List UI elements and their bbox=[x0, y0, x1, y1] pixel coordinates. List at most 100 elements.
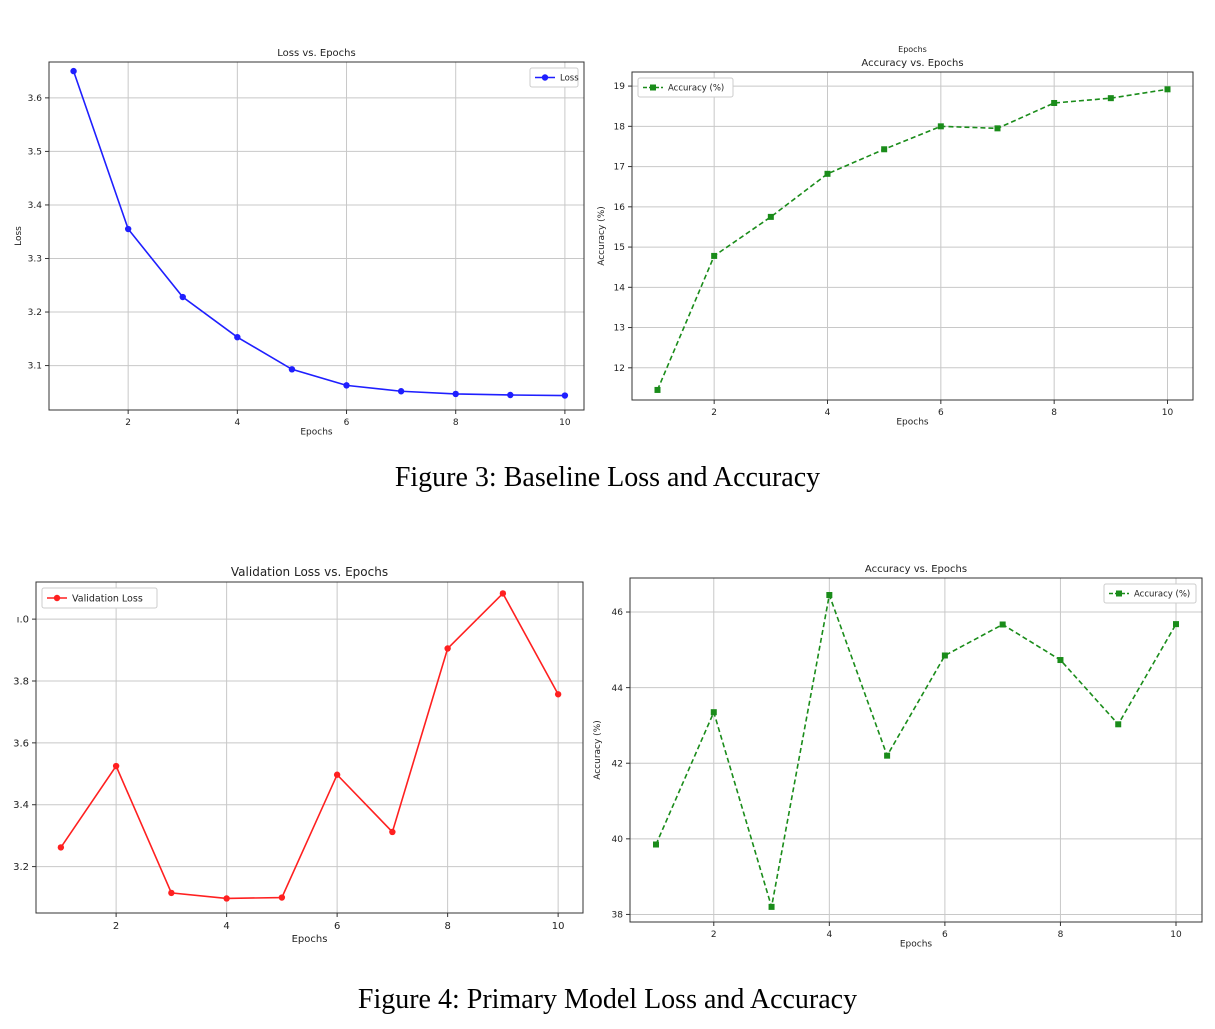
chart-title: Accuracy vs. Epochs bbox=[865, 564, 967, 575]
y-tick-label: 14 bbox=[614, 283, 626, 293]
x-tick-label: 2 bbox=[125, 418, 131, 428]
chart-title: Accuracy vs. Epochs bbox=[861, 58, 963, 69]
top-axis-label: Epochs bbox=[898, 45, 927, 54]
x-tick-label: 10 bbox=[552, 921, 565, 932]
legend-swatch-marker bbox=[541, 74, 549, 81]
series-line bbox=[656, 88, 1168, 391]
y-tick-label: 42 bbox=[612, 759, 623, 769]
figure-3-caption: Figure 3: Baseline Loss and Accuracy bbox=[394, 462, 821, 493]
data-point bbox=[389, 828, 396, 836]
y-tick-label: 40 bbox=[612, 835, 624, 845]
x-tick-label: 6 bbox=[344, 418, 350, 428]
x-axis-label: Epochs bbox=[300, 428, 333, 438]
grid bbox=[49, 62, 584, 410]
baseline-accuracy-chart: 2 4 6 8 10 12 13 14 15 16 17 18 19 Accuracy vs. Epoch… bbox=[590, 36, 1215, 436]
data-point bbox=[397, 388, 405, 395]
y-tick-label: 17 bbox=[614, 163, 625, 173]
data-point bbox=[994, 125, 1001, 132]
primary-accuracy-chart: 2 4 6 8 10 38 40 42 44 46 Accuracy vs. Epochs Epoch… bbox=[590, 556, 1215, 956]
grid bbox=[632, 72, 1193, 400]
data-point bbox=[561, 392, 569, 399]
validation-loss-chart: 2 4 6 8 10 3.2 3.4 3.6 3.8 ı.0 Validation Loss vs.… bbox=[0, 558, 600, 950]
x-tick-label: 4 bbox=[826, 930, 832, 940]
x-tick-label: 4 bbox=[223, 921, 229, 932]
data-point bbox=[343, 382, 350, 389]
y-tick-label: 12 bbox=[614, 364, 625, 374]
series-line bbox=[60, 592, 559, 900]
data-point bbox=[554, 691, 562, 698]
legend-label: Loss bbox=[560, 74, 579, 84]
y-axis-label: Accuracy (%) bbox=[593, 720, 603, 780]
legend: Validation Loss bbox=[41, 587, 158, 609]
data-point bbox=[1107, 95, 1114, 102]
data-point bbox=[168, 889, 175, 897]
data-point bbox=[70, 67, 77, 75]
x-tick-label: 6 bbox=[334, 921, 340, 932]
plot-frame bbox=[35, 581, 584, 914]
baseline-loss-chart: 2 4 6 8 10 3.1 3.2 3.3 3.4 3.5 3.6 Loss vs. Epochs E… bbox=[0, 40, 600, 440]
series-line bbox=[655, 591, 1177, 908]
figure-4-caption: Figure 4: Primary Model Loss and Accurac… bbox=[357, 984, 858, 1015]
data-point bbox=[507, 391, 514, 399]
legend: Loss bbox=[529, 67, 579, 88]
y-tick-label: 13 bbox=[614, 324, 625, 334]
y-tick-label: 44 bbox=[612, 684, 624, 694]
plot-frame bbox=[631, 71, 1194, 401]
data-point bbox=[711, 252, 718, 259]
y-tick-label: 16 bbox=[614, 203, 626, 213]
data-point bbox=[999, 621, 1006, 628]
data-point bbox=[653, 841, 659, 848]
x-tick-label: 8 bbox=[1051, 408, 1057, 418]
data-point bbox=[1115, 721, 1122, 728]
data-point bbox=[499, 590, 507, 597]
plot-frame bbox=[48, 61, 585, 411]
data-point bbox=[654, 386, 661, 393]
data-point bbox=[824, 170, 831, 177]
y-tick-label: 3.4 bbox=[13, 800, 29, 811]
legend-swatch-marker bbox=[53, 594, 61, 602]
y-tick-label: 15 bbox=[614, 243, 625, 253]
data-point bbox=[826, 592, 833, 599]
legend-label: Accuracy (%) bbox=[1134, 590, 1190, 600]
data-point bbox=[444, 645, 451, 652]
x-tick-label: 8 bbox=[1058, 930, 1064, 940]
legend: Accuracy (%) bbox=[1103, 583, 1197, 604]
grid bbox=[36, 582, 583, 913]
x-tick-label: 2 bbox=[711, 930, 717, 940]
y-axis-label: Accuracy (%) bbox=[597, 206, 607, 266]
data-point bbox=[937, 123, 944, 130]
data-point bbox=[881, 146, 888, 153]
y-axis-label: Loss bbox=[14, 226, 24, 246]
x-tick-label: 6 bbox=[942, 930, 948, 940]
data-point bbox=[452, 390, 459, 398]
data-point bbox=[768, 903, 775, 910]
legend: Accuracy (%) bbox=[637, 77, 734, 98]
baseline-accuracy-chart-svg: 2 4 6 8 10 12 13 14 15 16 17 18 19 Accuracy vs. Epoch… bbox=[597, 45, 1194, 428]
y-tick-label: 3.2 bbox=[28, 308, 42, 318]
data-point bbox=[112, 762, 120, 770]
x-tick-label: 8 bbox=[453, 418, 459, 428]
y-tick-label: 19 bbox=[614, 82, 626, 92]
data-point bbox=[288, 366, 296, 373]
validation-loss-chart-svg: 2 4 6 8 10 3.2 3.4 3.6 3.8 ı.0 Validation Loss vs.… bbox=[13, 565, 584, 945]
data-point bbox=[1164, 86, 1171, 93]
data-point bbox=[223, 895, 230, 902]
data-point bbox=[1057, 657, 1064, 664]
y-tick-label: 3.4 bbox=[28, 201, 43, 211]
data-point bbox=[941, 652, 948, 659]
legend-swatch-marker bbox=[1116, 590, 1122, 597]
y-tick-label: 3.8 bbox=[13, 676, 29, 687]
legend-label: Accuracy (%) bbox=[668, 84, 724, 94]
data-point bbox=[179, 293, 186, 301]
y-tick-label: ı.0 bbox=[17, 615, 29, 626]
grid bbox=[630, 578, 1202, 922]
y-tick-label: 3.2 bbox=[13, 862, 29, 873]
legend-box bbox=[1103, 583, 1197, 604]
y-tick-label: 3.6 bbox=[13, 738, 29, 749]
x-tick-label: 10 bbox=[559, 418, 571, 428]
data-point bbox=[234, 333, 241, 341]
baseline-loss-chart-svg: 2 4 6 8 10 3.1 3.2 3.3 3.4 3.5 3.6 Loss vs. Epochs E… bbox=[14, 48, 585, 438]
x-tick-label: 10 bbox=[1170, 930, 1182, 940]
data-point bbox=[767, 213, 774, 220]
